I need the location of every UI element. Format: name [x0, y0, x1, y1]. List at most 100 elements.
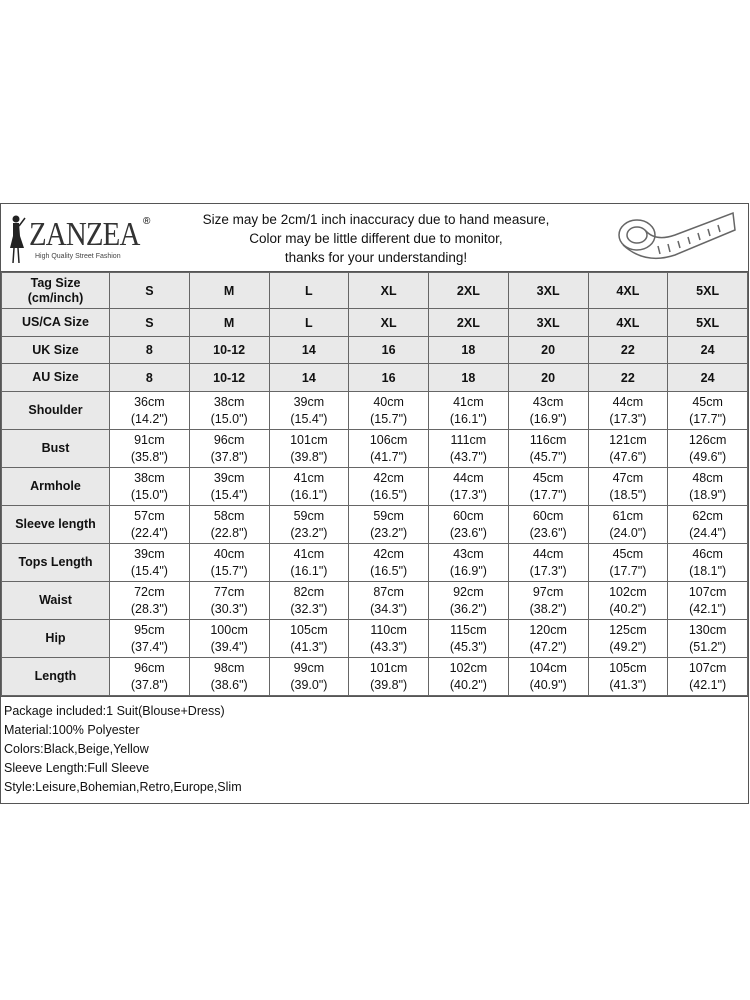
- measurement-cell: 39cm (15.4"): [188, 467, 270, 506]
- cm-value: 115cm: [450, 622, 487, 637]
- measurement-cell: 72cm (28.3"): [109, 581, 190, 620]
- cm-value: 47cm: [612, 470, 644, 485]
- cm-value: 38cm: [134, 470, 165, 485]
- cm-value: 87cm: [373, 584, 404, 599]
- measurement-cell: 82cm (32.3"): [268, 581, 350, 620]
- measurement-cell: 39cm (15.4"): [268, 391, 350, 430]
- cm-value: 48cm: [692, 470, 723, 485]
- cm-value: 60cm: [453, 508, 484, 523]
- measurement-cell: 61cm (24.0"): [587, 505, 669, 544]
- measurement-cell: 105cm (41.3"): [587, 657, 669, 696]
- measurement-cell: 39cm (15.4"): [109, 543, 190, 582]
- cm-value: 116cm: [529, 432, 567, 447]
- measurement-cell: 38cm (15.0"): [109, 467, 190, 506]
- notice-text: Size may be 2cm/1 inch inaccuracy due to…: [191, 210, 561, 267]
- size-header-row: US/CA Size S M L XL 2XL 3XL 4XL 5XL: [1, 308, 748, 337]
- inch-value: (16.1"): [449, 411, 487, 426]
- size-cell: M: [188, 308, 270, 337]
- size-cell: 2XL: [428, 272, 509, 309]
- inch-value: (16.9"): [449, 563, 487, 578]
- measurement-cell: 115cm (45.3"): [428, 619, 509, 658]
- measurement-row: Shoulder 36cm (14.2") 38cm (15.0") 39cm (15.4"…: [1, 391, 748, 430]
- measurement-cell: 42cm (16.5"): [348, 543, 429, 582]
- cm-value: 106cm: [369, 432, 408, 447]
- cm-value: 39cm: [213, 470, 245, 485]
- size-cell: 20: [507, 336, 589, 364]
- measurement-cell: 102cm (40.2"): [428, 657, 509, 696]
- measurement-cell: 102cm (40.2"): [587, 581, 669, 620]
- cm-value: 44cm: [453, 470, 484, 485]
- measurement-cell: 58cm (22.8"): [188, 505, 270, 544]
- measurement-cell: 91cm (35.8"): [109, 429, 190, 468]
- inch-value: (51.2"): [689, 639, 727, 654]
- inch-value: (36.2"): [449, 601, 487, 616]
- row-label: Waist: [1, 581, 110, 620]
- measurement-cell: 107cm (42.1"): [667, 581, 748, 620]
- size-header-row: AU Size 8 10-12 14 16 18 20 22 24: [1, 363, 748, 392]
- cm-value: 44cm: [612, 394, 644, 409]
- measurement-row: Hip 95cm (37.4") 100cm (39.4") 105cm (41.3") 11…: [1, 619, 748, 658]
- row-label: Shoulder: [1, 391, 110, 430]
- inch-value: (15.0"): [210, 411, 248, 426]
- measurement-row: Sleeve length 57cm (22.4") 58cm (22.8") 59cm (…: [1, 505, 748, 544]
- inch-value: (42.1"): [689, 677, 727, 692]
- cm-value: 41cm: [293, 546, 325, 561]
- measurement-cell: 47cm (18.5"): [587, 467, 669, 506]
- measurement-cell: 95cm (37.4"): [109, 619, 190, 658]
- cm-value: 59cm: [373, 508, 404, 523]
- size-cell: S: [109, 272, 190, 309]
- measurement-cell: 116cm (45.7"): [507, 429, 589, 468]
- size-chart: ZANZEA ® High Quality Street Fashion Siz…: [0, 203, 749, 804]
- registered-mark: ®: [143, 216, 151, 227]
- inch-value: (14.2"): [130, 411, 168, 426]
- size-cell: 2XL: [428, 308, 509, 337]
- row-label: Bust: [1, 429, 110, 468]
- chart-banner: ZANZEA ® High Quality Street Fashion Siz…: [1, 204, 748, 272]
- cm-value: 98cm: [213, 660, 245, 675]
- measurement-cell: 96cm (37.8"): [188, 429, 270, 468]
- notice-line: Size may be 2cm/1 inch inaccuracy due to…: [202, 212, 550, 227]
- measurement-cell: 125cm (49.2"): [587, 619, 669, 658]
- cm-value: 43cm: [532, 394, 564, 409]
- cm-value: 101cm: [369, 660, 408, 675]
- measurement-cell: 111cm (43.7"): [428, 429, 509, 468]
- inch-value: (45.7"): [529, 449, 567, 464]
- cm-value: 91cm: [134, 432, 165, 447]
- inch-value: (35.8"): [130, 449, 168, 464]
- size-cell: L: [268, 272, 350, 309]
- cm-value: 95cm: [134, 622, 165, 637]
- inch-value: (17.3"): [529, 563, 567, 578]
- inch-value: (37.4"): [130, 639, 168, 654]
- cm-value: 101cm: [290, 432, 328, 447]
- measurement-cell: 43cm (16.9"): [507, 391, 589, 430]
- size-cell: 24: [667, 363, 748, 392]
- size-cell: 22: [587, 336, 669, 364]
- measurement-cell: 105cm (41.3"): [268, 619, 350, 658]
- inch-value: (39.4"): [210, 639, 248, 654]
- inch-value: (28.3"): [130, 601, 168, 616]
- measurement-cell: 100cm (39.4"): [188, 619, 270, 658]
- measurement-cell: 46cm (18.1"): [667, 543, 748, 582]
- cm-value: 100cm: [210, 622, 248, 637]
- inch-value: (18.5"): [609, 487, 647, 502]
- inch-value: (39.8"): [370, 677, 408, 692]
- measurement-cell: 40cm (15.7"): [348, 391, 429, 430]
- inch-value: (42.1"): [689, 601, 727, 616]
- measurement-cell: 44cm (17.3"): [507, 543, 589, 582]
- cm-value: 121cm: [609, 432, 647, 447]
- measurement-row: Length 96cm (37.8") 98cm (38.6") 99cm (39.0") 1…: [1, 657, 748, 696]
- cm-value: 60cm: [532, 508, 564, 523]
- measurement-cell: 44cm (17.3"): [428, 467, 509, 506]
- cm-value: 45cm: [532, 470, 564, 485]
- size-cell: 3XL: [507, 272, 589, 309]
- measurement-cell: 120cm (47.2"): [507, 619, 589, 658]
- sleeve-length: Sleeve Length:Full Sleeve: [4, 761, 150, 775]
- measurement-cell: 44cm (17.3"): [587, 391, 669, 430]
- measurement-cell: 121cm (47.6"): [587, 429, 669, 468]
- size-cell: 4XL: [587, 308, 669, 337]
- measurement-cell: 104cm (40.9"): [507, 657, 589, 696]
- size-cell: 18: [428, 336, 509, 364]
- size-cell: 8: [109, 336, 190, 364]
- cm-value: 58cm: [213, 508, 245, 523]
- inch-value: (17.3"): [609, 411, 647, 426]
